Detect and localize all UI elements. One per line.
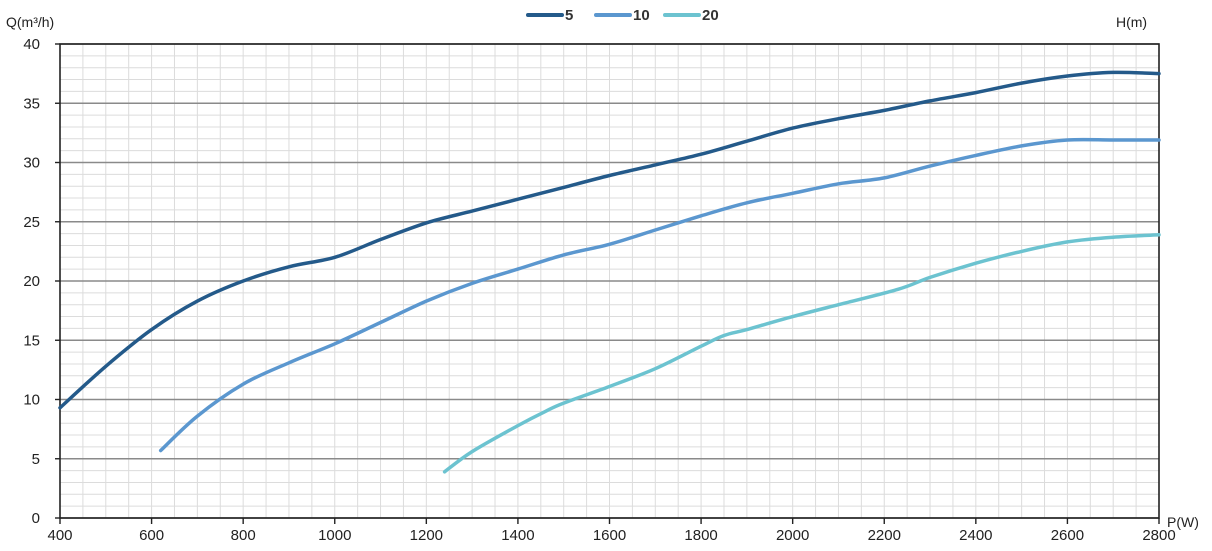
x-tick-label: 1800 (684, 527, 717, 544)
right-axis-title: H(m) (1116, 14, 1147, 30)
x-tick-label: 400 (47, 527, 72, 544)
x-tick-label: 2000 (776, 527, 809, 544)
series-layer (58, 70, 1161, 474)
x-axis-ticks: 400 600 800 1000 1200 1400 1600 1800 2000 2200 240… (47, 518, 1176, 544)
legend-label-20: 20 (702, 7, 719, 24)
legend: 5 10 20 (526, 7, 719, 24)
x-tick-label: 600 (139, 527, 164, 544)
y-tick-label: 10 (23, 392, 40, 409)
series-line-20 (442, 233, 1161, 474)
x-tick-label: 800 (231, 527, 256, 544)
y-tick-label: 20 (23, 273, 40, 290)
x-tick-label: 1600 (593, 527, 626, 544)
y-tick-label: 35 (23, 95, 40, 112)
x-tick-label: 2200 (868, 527, 901, 544)
x-tick-label: 2600 (1051, 527, 1084, 544)
x-tick-label: 2800 (1142, 527, 1175, 544)
x-tick-label: 1400 (501, 527, 534, 544)
x-tick-label: 2400 (959, 527, 992, 544)
y-tick-label: 40 (23, 36, 40, 53)
y-tick-label: 30 (23, 155, 40, 172)
x-axis-title: P(W) (1167, 514, 1199, 530)
y-tick-label: 15 (23, 332, 40, 349)
legend-label-5: 5 (565, 7, 573, 24)
y-tick-label: 5 (32, 451, 40, 468)
y-axis-title: Q(m³/h) (6, 14, 54, 30)
legend-label-10: 10 (633, 7, 650, 24)
series-line-5 (58, 70, 1161, 410)
series-line-10 (158, 137, 1161, 453)
y-tick-label: 0 (32, 510, 40, 527)
y-tick-label: 25 (23, 214, 40, 231)
y-axis-ticks: 0 5 10 15 20 25 30 35 40 (23, 36, 60, 527)
x-tick-label: 1000 (318, 527, 351, 544)
x-tick-label: 1200 (410, 527, 443, 544)
